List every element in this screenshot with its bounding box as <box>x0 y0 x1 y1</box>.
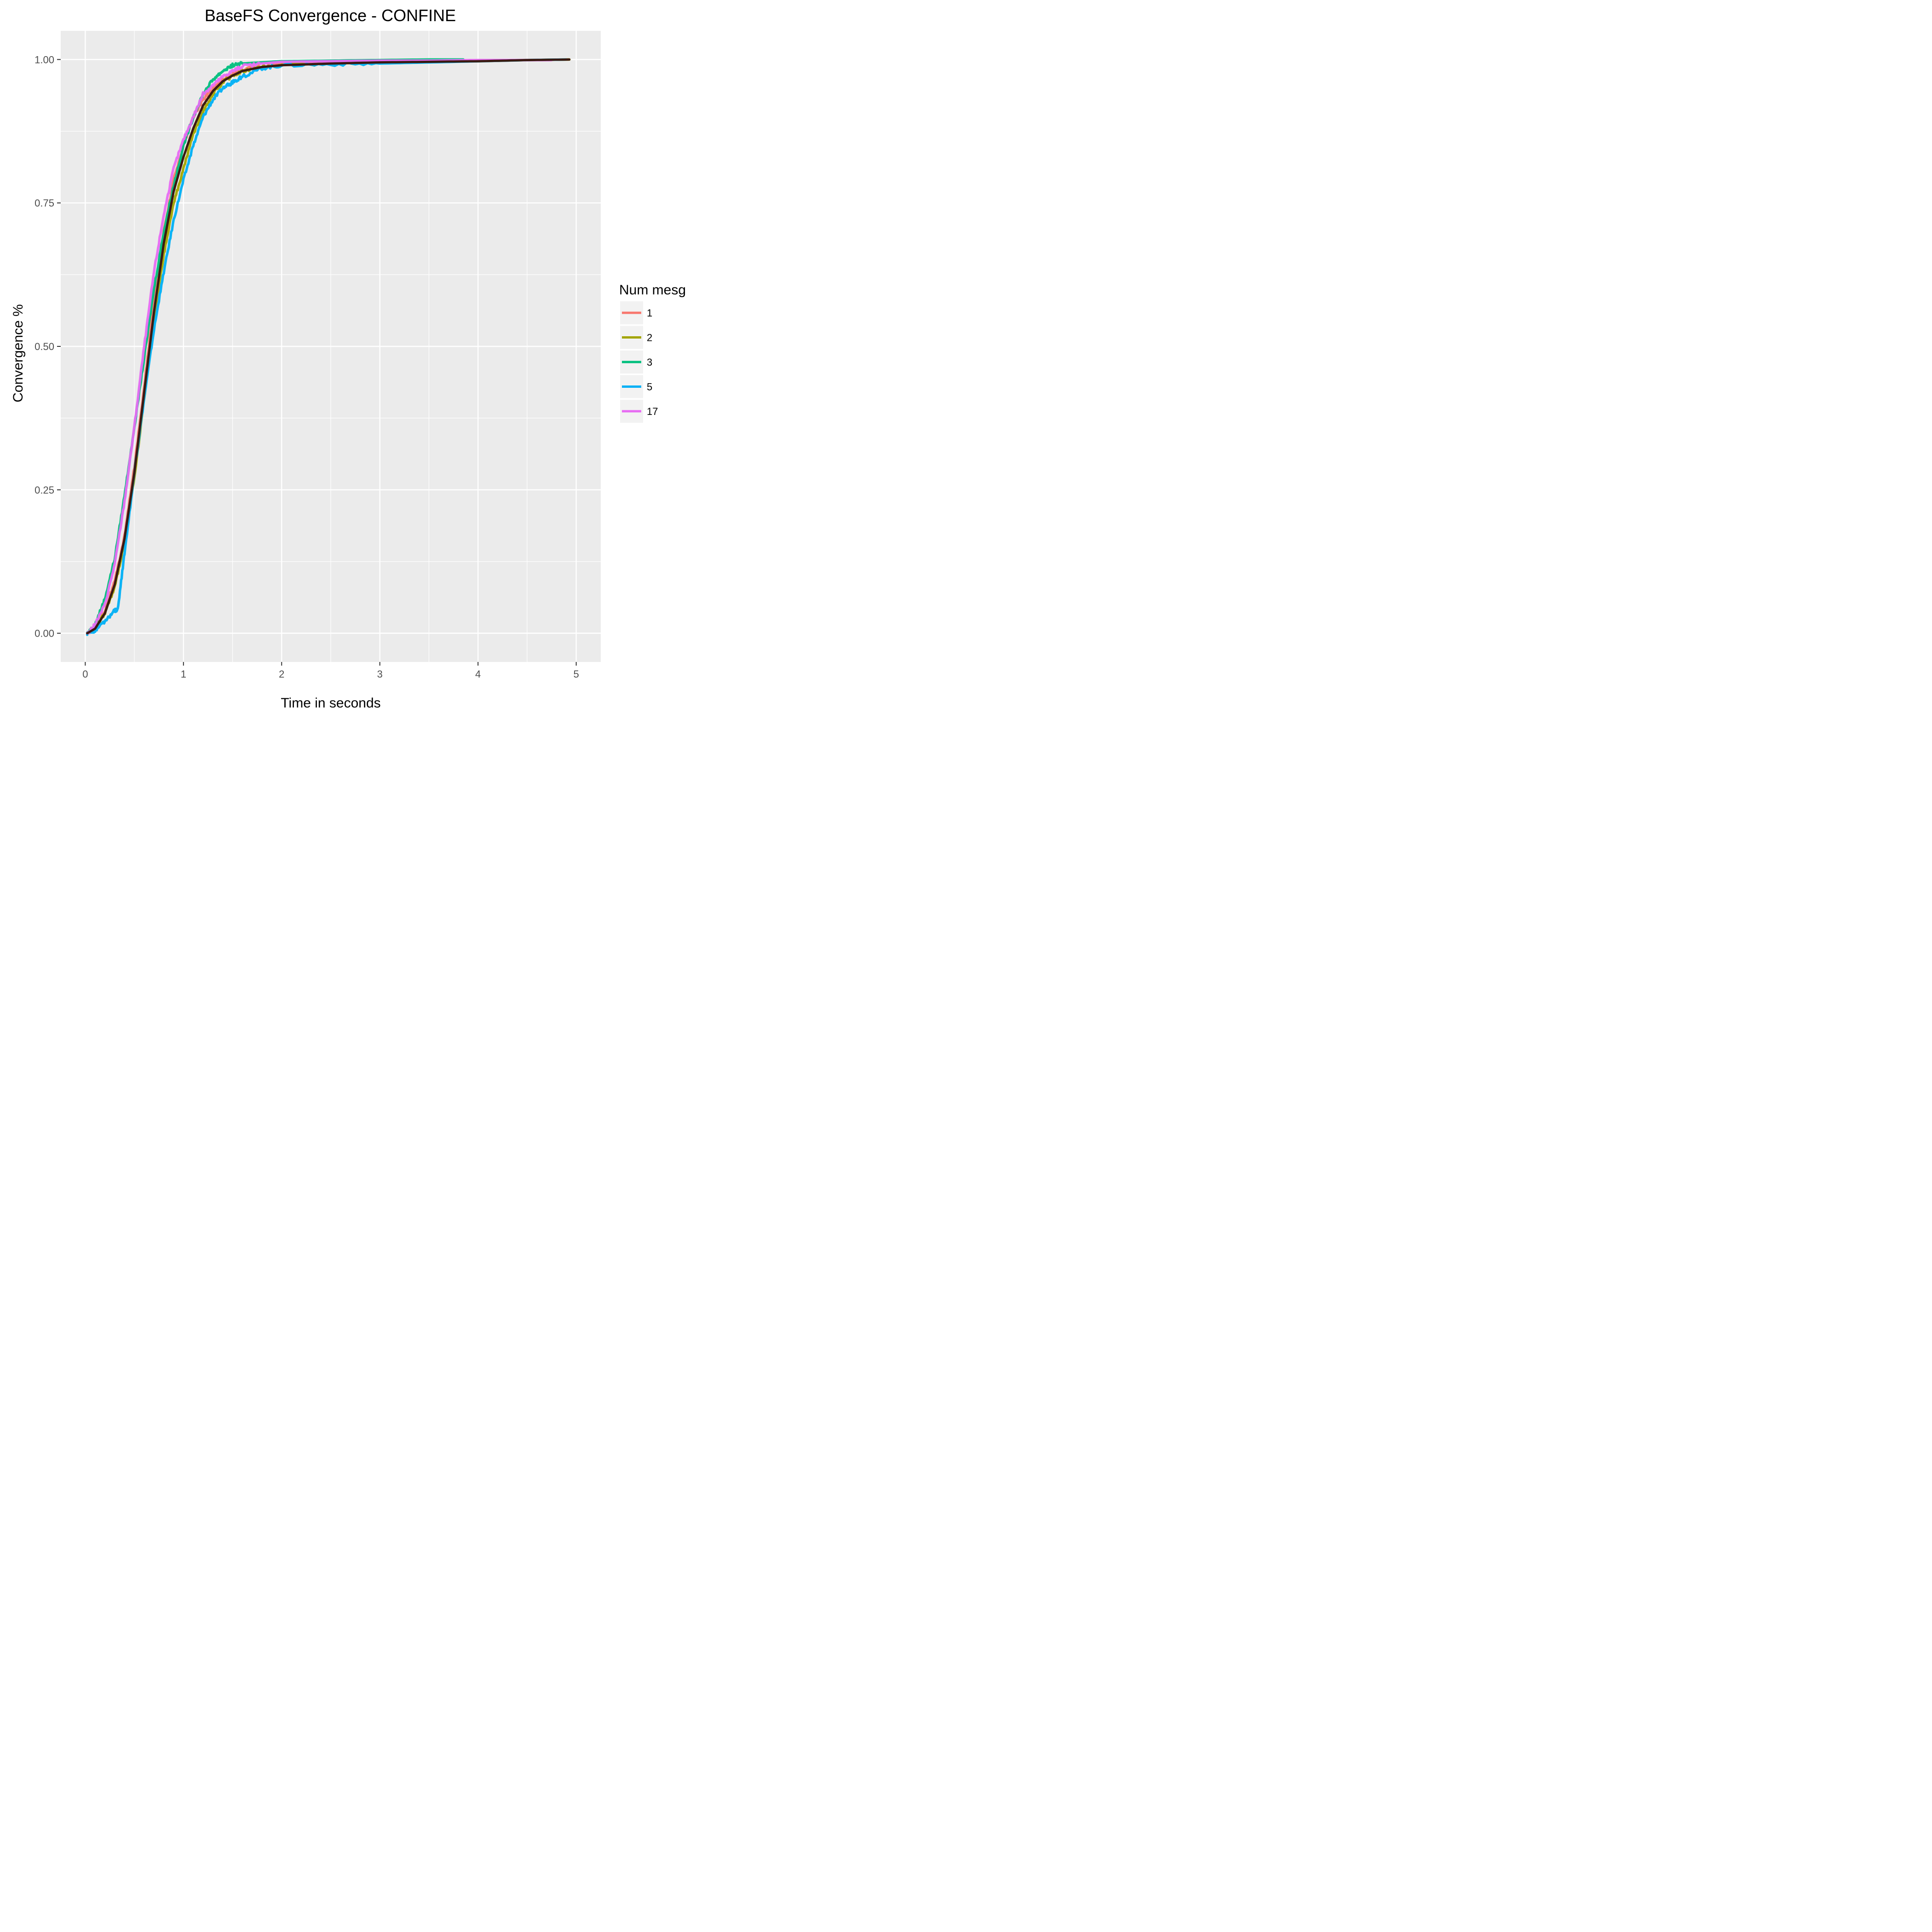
x-axis-title: Time in seconds <box>281 696 380 711</box>
y-tick-label: 0.25 <box>34 484 54 496</box>
chart-title: BaseFS Convergence - CONFINE <box>205 6 456 25</box>
y-tick-label: 1.00 <box>34 54 54 65</box>
x-tick-label: 3 <box>377 668 383 680</box>
legend-label-1: 1 <box>647 307 652 319</box>
series-line-overall <box>86 58 571 635</box>
legend-title: Num mesg <box>619 282 686 298</box>
series-lines <box>86 58 571 636</box>
y-tick-label: 0.75 <box>34 197 54 209</box>
legend-label-3: 3 <box>647 356 652 368</box>
chart-figure: BaseFS Convergence - CONFINE 0 1 2 3 4 5 0.00… <box>0 0 711 711</box>
series-line-17 <box>86 58 553 635</box>
legend-label-5: 5 <box>647 381 652 393</box>
x-tick-label: 4 <box>475 668 481 680</box>
y-axis: 0.00 0.25 0.50 0.75 1.00 <box>34 54 61 639</box>
x-tick-label: 5 <box>574 668 579 680</box>
legend-label-17: 17 <box>647 406 658 417</box>
y-axis-title: Convergence % <box>11 304 26 402</box>
y-tick-label: 0.00 <box>34 628 54 639</box>
series-line-5 <box>86 58 568 636</box>
x-tick-label: 0 <box>82 668 88 680</box>
legend: Num mesg 1 2 3 5 17 <box>619 282 686 423</box>
x-tick-label: 2 <box>279 668 284 680</box>
x-tick-label: 1 <box>181 668 186 680</box>
y-tick-label: 0.50 <box>34 341 54 352</box>
legend-items: 1 2 3 5 17 <box>620 301 658 423</box>
x-axis: 0 1 2 3 4 5 <box>82 662 579 680</box>
legend-label-2: 2 <box>647 332 652 344</box>
